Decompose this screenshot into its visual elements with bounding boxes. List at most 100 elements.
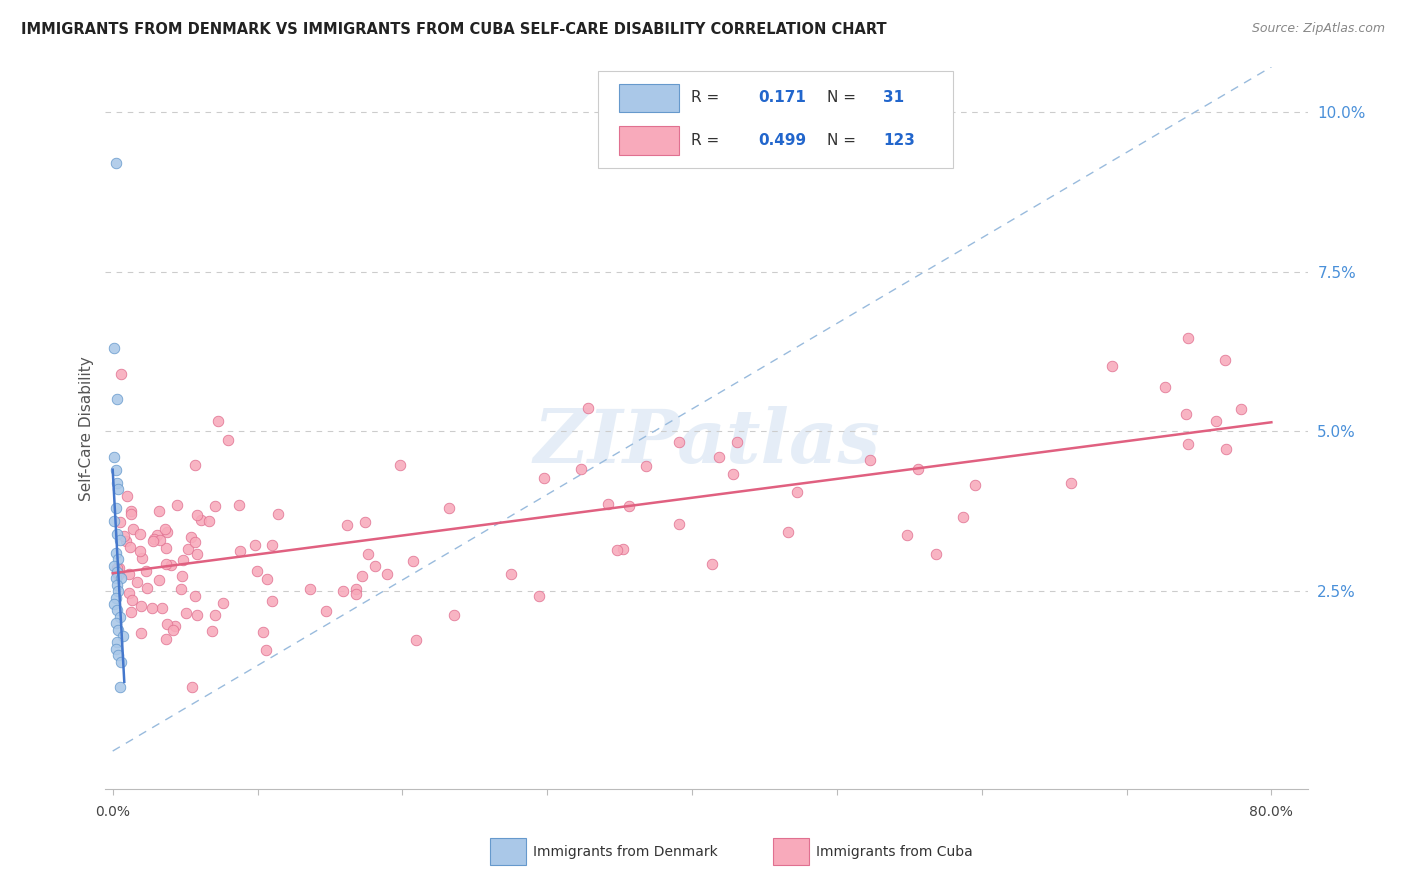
Point — [963, 478, 986, 492]
Point — [212, 596, 235, 610]
Point — [1175, 407, 1198, 421]
Point — [786, 485, 808, 500]
Point — [105, 635, 128, 649]
Point — [120, 503, 142, 517]
Point — [110, 516, 132, 530]
Point — [103, 514, 125, 528]
Point — [344, 582, 367, 597]
Point — [402, 554, 425, 568]
Point — [197, 514, 219, 528]
Point — [336, 518, 359, 533]
Point — [709, 450, 731, 465]
Y-axis label: Self-Care Disability: Self-Care Disability — [79, 356, 94, 500]
Point — [104, 463, 127, 477]
Point — [177, 542, 200, 557]
Point — [105, 603, 128, 617]
Point — [180, 530, 202, 544]
Text: Source: ZipAtlas.com: Source: ZipAtlas.com — [1251, 22, 1385, 36]
Point — [204, 500, 226, 514]
Point — [186, 508, 208, 523]
Text: 80.0%: 80.0% — [1250, 805, 1294, 820]
Point — [190, 512, 212, 526]
Point — [925, 547, 948, 561]
Point — [108, 533, 131, 547]
Point — [668, 516, 690, 531]
Point — [896, 528, 918, 542]
Point — [254, 643, 277, 657]
Point — [103, 341, 125, 355]
Bar — [619, 126, 679, 155]
Point — [173, 552, 195, 566]
Point — [229, 543, 252, 558]
Point — [107, 648, 129, 662]
Point — [162, 623, 184, 637]
Point — [146, 528, 169, 542]
Text: 31: 31 — [883, 90, 904, 105]
Point — [107, 623, 129, 637]
Point — [156, 617, 179, 632]
Point — [122, 522, 145, 536]
Point — [596, 497, 619, 511]
Point — [155, 557, 177, 571]
Point — [117, 489, 139, 503]
Point — [129, 526, 152, 541]
Point — [105, 561, 128, 575]
Point — [363, 558, 385, 573]
Point — [907, 462, 929, 476]
Point — [166, 498, 188, 512]
Point — [118, 541, 141, 555]
Point — [228, 498, 250, 512]
Point — [344, 587, 367, 601]
Point — [204, 608, 226, 623]
Point — [776, 525, 799, 540]
Text: IMMIGRANTS FROM DENMARK VS IMMIGRANTS FROM CUBA SELF-CARE DISABILITY CORRELATION: IMMIGRANTS FROM DENMARK VS IMMIGRANTS FR… — [21, 22, 887, 37]
Text: 123: 123 — [883, 133, 915, 148]
Point — [952, 509, 974, 524]
Point — [576, 401, 599, 416]
Point — [110, 655, 132, 669]
Point — [107, 568, 129, 582]
Point — [1101, 359, 1123, 373]
Point — [142, 532, 165, 546]
Point — [136, 581, 159, 595]
Point — [105, 475, 128, 490]
Point — [129, 599, 152, 613]
Point — [668, 434, 690, 449]
Point — [105, 565, 128, 579]
Point — [527, 589, 550, 603]
Point — [155, 632, 177, 646]
Text: Immigrants from Denmark: Immigrants from Denmark — [533, 845, 718, 859]
Point — [619, 500, 641, 514]
Point — [298, 582, 321, 596]
Point — [160, 558, 183, 572]
Point — [110, 367, 132, 381]
Point — [115, 534, 138, 549]
Point — [439, 501, 461, 516]
Text: 0.0%: 0.0% — [96, 805, 131, 820]
Point — [260, 538, 283, 552]
Point — [184, 534, 207, 549]
Bar — [773, 838, 808, 865]
Point — [108, 609, 131, 624]
Point — [105, 392, 128, 407]
Bar — [619, 84, 679, 112]
Point — [127, 574, 149, 589]
Point — [702, 557, 724, 571]
Point — [141, 601, 163, 615]
FancyBboxPatch shape — [599, 70, 953, 168]
Point — [104, 546, 127, 560]
Point — [267, 507, 290, 521]
Point — [104, 591, 127, 605]
Point — [1205, 414, 1227, 428]
Point — [721, 467, 744, 481]
Point — [183, 590, 205, 604]
Text: Immigrants from Cuba: Immigrants from Cuba — [815, 845, 973, 859]
Point — [118, 586, 141, 600]
Point — [1213, 352, 1236, 367]
Point — [352, 569, 374, 583]
Text: N =: N = — [827, 90, 856, 105]
Text: 0.171: 0.171 — [758, 90, 806, 105]
Point — [120, 507, 142, 521]
Point — [108, 561, 131, 575]
Point — [131, 550, 153, 565]
